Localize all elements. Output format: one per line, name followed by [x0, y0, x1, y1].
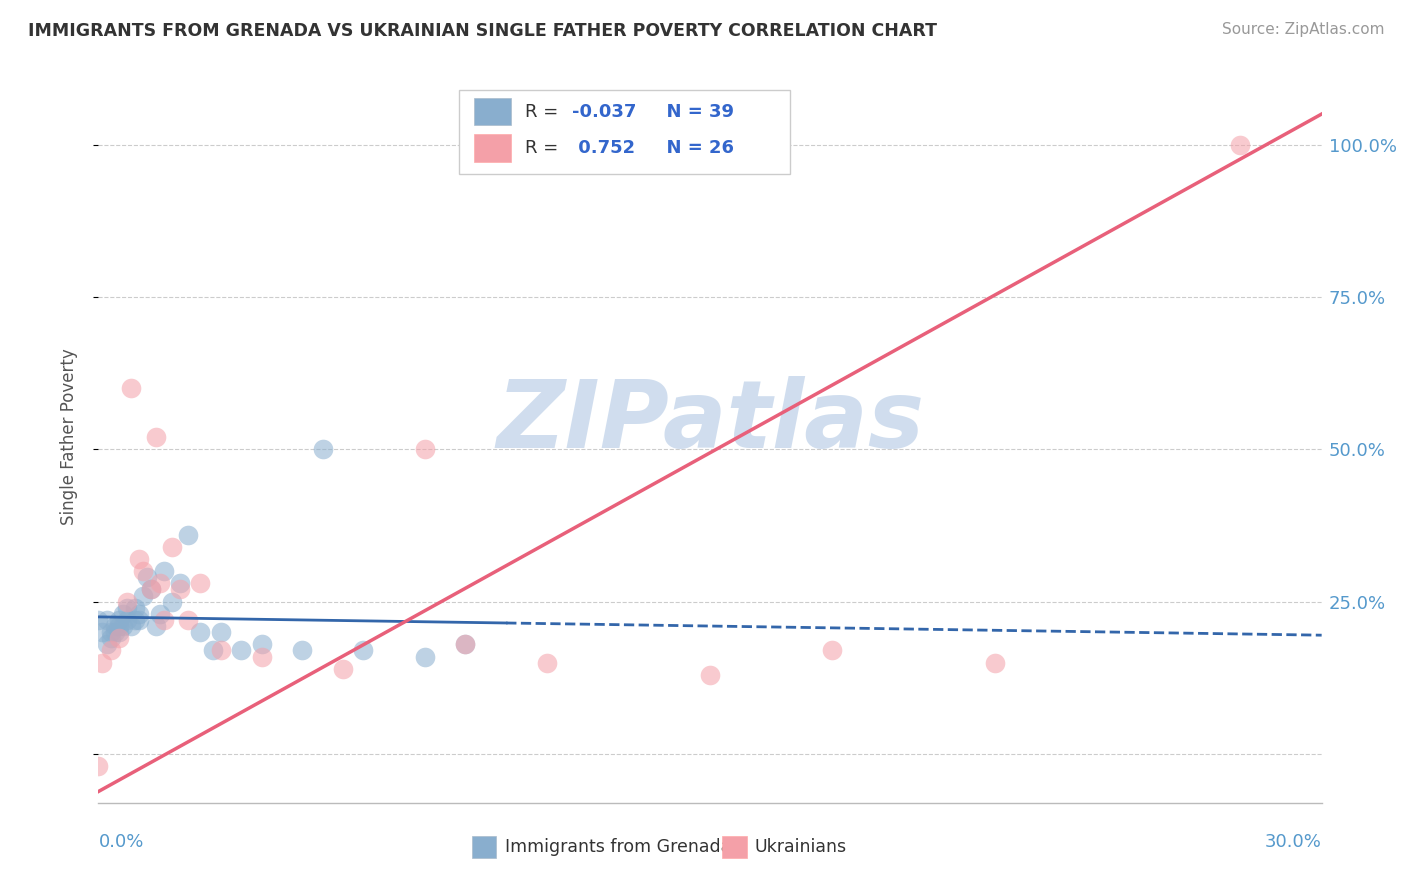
Point [141, 582, 163, 597]
Point [1229, 137, 1251, 152]
Point [169, 576, 191, 591]
Point [209, 625, 232, 640]
Point [454, 637, 477, 651]
Point [132, 564, 155, 578]
Point [984, 656, 1007, 670]
Point [108, 619, 131, 633]
FancyBboxPatch shape [460, 90, 790, 174]
Text: N = 26: N = 26 [654, 139, 734, 157]
Point [160, 540, 183, 554]
Text: -0.037: -0.037 [572, 103, 636, 120]
Point [413, 442, 436, 457]
Point [145, 619, 167, 633]
Point [128, 613, 150, 627]
Text: R =: R = [526, 103, 564, 120]
Point [108, 613, 131, 627]
Text: ZIPatlas: ZIPatlas [496, 376, 924, 468]
Point [111, 619, 134, 633]
Point [136, 570, 159, 584]
Point [152, 613, 174, 627]
Point [120, 619, 142, 633]
Point [104, 619, 127, 633]
Point [104, 625, 127, 640]
Point [91, 656, 114, 670]
Y-axis label: Single Father Poverty: Single Father Poverty [59, 349, 77, 525]
Point [177, 527, 200, 541]
Point [152, 564, 174, 578]
Point [413, 649, 436, 664]
Point [128, 607, 150, 621]
Point [188, 576, 212, 591]
Text: N = 39: N = 39 [654, 103, 734, 120]
Point [312, 442, 335, 457]
Point [821, 643, 844, 657]
Point [128, 552, 150, 566]
Point [201, 643, 224, 657]
Point [250, 637, 273, 651]
Point [100, 625, 122, 640]
Point [96, 613, 118, 627]
Point [231, 643, 253, 657]
Point [115, 594, 138, 608]
Bar [723, 836, 747, 858]
Point [132, 589, 155, 603]
Point [96, 637, 118, 651]
Point [332, 662, 354, 676]
Text: Ukrainians: Ukrainians [754, 838, 846, 855]
Point [111, 607, 134, 621]
Point [149, 576, 172, 591]
Point [115, 613, 138, 627]
Point [188, 625, 212, 640]
Point [87, 759, 110, 773]
Point [100, 632, 122, 646]
Point [177, 613, 200, 627]
Point [160, 594, 183, 608]
Point [145, 430, 167, 444]
Text: Source: ZipAtlas.com: Source: ZipAtlas.com [1222, 22, 1385, 37]
Text: 30.0%: 30.0% [1265, 833, 1322, 851]
Bar [474, 98, 510, 126]
Text: Immigrants from Grenada: Immigrants from Grenada [505, 838, 731, 855]
Point [699, 667, 721, 681]
Bar [471, 836, 496, 858]
Point [100, 643, 122, 657]
Point [250, 649, 273, 664]
Point [91, 625, 114, 640]
Point [209, 643, 232, 657]
Point [108, 632, 131, 646]
Point [87, 613, 110, 627]
Point [108, 625, 131, 640]
Point [169, 582, 191, 597]
Text: 0.752: 0.752 [572, 139, 636, 157]
Point [124, 600, 146, 615]
Text: R =: R = [526, 139, 564, 157]
Point [149, 607, 172, 621]
Point [352, 643, 374, 657]
Text: IMMIGRANTS FROM GRENADA VS UKRAINIAN SINGLE FATHER POVERTY CORRELATION CHART: IMMIGRANTS FROM GRENADA VS UKRAINIAN SIN… [28, 22, 938, 40]
Point [115, 600, 138, 615]
Text: 0.0%: 0.0% [98, 833, 143, 851]
Point [120, 381, 142, 395]
Point [141, 582, 163, 597]
Point [536, 656, 558, 670]
Point [454, 637, 477, 651]
Bar [474, 135, 510, 162]
Point [124, 613, 146, 627]
Point [291, 643, 314, 657]
